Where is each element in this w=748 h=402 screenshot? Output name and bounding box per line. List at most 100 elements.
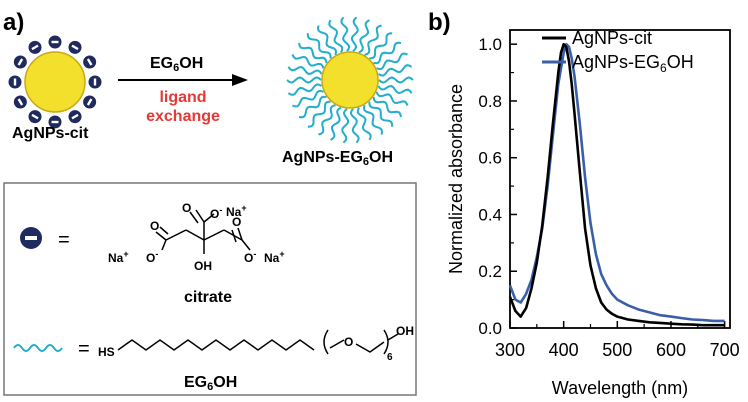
silver-nanoparticle-core xyxy=(24,51,86,113)
peg-ligand xyxy=(356,107,372,141)
peg-ligand xyxy=(291,53,325,69)
peg-ligand xyxy=(316,25,338,56)
citrate-na-left: Na+ xyxy=(108,249,129,265)
citrate-symbol xyxy=(20,227,42,249)
peg-ligand xyxy=(368,101,394,127)
peg-name: EG6OH xyxy=(184,374,237,393)
series-line-agnps-eg xyxy=(508,42,725,323)
x-tick-label: 500 xyxy=(602,340,632,360)
peg-ligand xyxy=(369,32,393,60)
reagent-label: EG6OH xyxy=(150,55,203,74)
peg-ligand xyxy=(306,33,332,59)
legend-label: AgNPs-cit xyxy=(572,28,652,48)
y-tick-label: 0.4 xyxy=(478,205,502,224)
x-axis-label: Wavelength (nm) xyxy=(552,378,688,398)
peg-ligand xyxy=(298,42,328,64)
citrate-o-top-minus: O- xyxy=(210,205,222,221)
y-tick-label: 1.0 xyxy=(478,35,502,54)
citrate-ligand xyxy=(8,75,22,89)
peg-ligand xyxy=(375,91,409,107)
citrate-o-left-minus: O- xyxy=(146,249,158,265)
peg-ligand xyxy=(377,64,413,77)
process-line-1: ligand xyxy=(159,89,206,106)
plot-frame xyxy=(509,29,731,329)
citrate-ligand xyxy=(28,110,42,124)
peg-o: O xyxy=(344,335,353,349)
peg-ligand xyxy=(328,19,344,53)
peg-bracket-left xyxy=(323,329,329,355)
peg-oh: OH xyxy=(396,324,414,338)
equals-citrate: = xyxy=(58,229,70,251)
peg-ligand-symbol xyxy=(13,344,63,352)
y-tick-label: 0.8 xyxy=(478,92,502,111)
peg-ligand xyxy=(358,19,371,54)
citrate-ligand xyxy=(68,40,82,54)
peg-ligand xyxy=(329,106,342,141)
peg-ligand xyxy=(373,41,402,65)
citrate-ligand xyxy=(83,55,97,69)
peg-ligand xyxy=(377,85,413,95)
x-tick-label: 400 xyxy=(549,340,579,360)
peg-ligand xyxy=(372,96,402,118)
citrate-o-right: O xyxy=(232,215,241,229)
peg-ligand xyxy=(298,95,327,119)
peg-hs: HS xyxy=(98,345,115,359)
y-tick-label: 0.2 xyxy=(478,262,502,281)
citrate-na-right: Na+ xyxy=(264,249,285,265)
y-tick-label: 0.0 xyxy=(478,319,502,338)
peg-ligand xyxy=(378,76,414,84)
citrate-nanoparticle xyxy=(8,35,102,129)
peg-ligand xyxy=(286,76,322,84)
x-tick-label: 300 xyxy=(495,340,525,360)
citrate-ligand xyxy=(13,95,27,109)
x-tick-label: 600 xyxy=(656,340,686,360)
peg-ligand xyxy=(364,24,382,56)
citrate-ligand xyxy=(88,75,102,89)
citrate-ligand xyxy=(28,40,42,54)
citrate-o-left: O xyxy=(150,219,159,233)
x-tick-label: 700 xyxy=(710,340,740,360)
peg-ethylene xyxy=(355,341,385,353)
process-line-2: exchange xyxy=(146,108,220,125)
peg-ligand xyxy=(376,52,408,71)
peg-bracket-right xyxy=(383,329,389,355)
start-label: AgNPs-cit xyxy=(12,125,89,142)
panel-a-label: a) xyxy=(3,9,24,36)
citrate-ligand xyxy=(13,55,27,69)
y-axis-label: Normalized absorbance xyxy=(446,84,466,274)
peg-bond xyxy=(329,339,345,349)
peg-ligand xyxy=(362,104,384,135)
citrate-ligand xyxy=(68,110,82,124)
peg-ligand xyxy=(350,16,359,52)
peg-ligand xyxy=(307,100,331,128)
peg-ligand xyxy=(340,16,351,52)
peg-ligand xyxy=(292,89,324,108)
equals-peg: = xyxy=(78,338,90,360)
series-line-agnps-cit xyxy=(508,42,725,327)
citrate-oh: OH xyxy=(194,259,212,273)
citrate-ligand xyxy=(48,115,62,129)
panel-b-label: b) xyxy=(428,9,451,36)
citrate-ligand xyxy=(48,35,62,49)
reaction-arrow xyxy=(118,74,248,86)
silver-nanoparticle-core xyxy=(321,51,379,109)
peg-repeat-sub: 6 xyxy=(387,352,393,363)
peg-ligand xyxy=(318,104,336,136)
peg-nanoparticle xyxy=(286,16,414,144)
citrate-o-right-minus: O- xyxy=(244,249,256,265)
peg-ligand xyxy=(287,65,323,75)
citrate-ligand xyxy=(83,95,97,109)
legend-box xyxy=(3,182,417,396)
peg-oh-bond xyxy=(387,333,399,341)
product-label: AgNPs-EG6OH xyxy=(282,149,393,168)
citrate-o-top: O xyxy=(182,201,191,215)
absorbance-chart: 300 400 500 600 700 0.0 0.2 0.4 0.6 0.8 1.0 Wavelen… xyxy=(446,28,740,398)
peg-alkyl-chain xyxy=(117,339,315,351)
citrate-structure xyxy=(155,209,251,254)
peg-ligand xyxy=(341,108,350,144)
peg-ligand xyxy=(349,108,360,144)
peg-ligand xyxy=(287,83,323,96)
citrate-na-top: Na+ xyxy=(226,203,247,219)
legend-label: AgNPs-EG6OH xyxy=(572,52,694,75)
